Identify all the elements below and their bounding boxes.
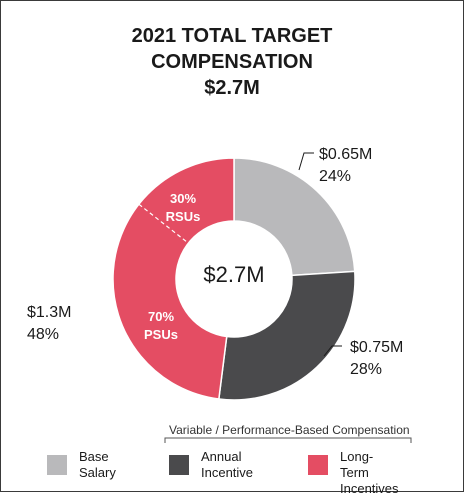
variable-comp-bracket: [164, 437, 412, 443]
leader-line-annual-incentive: [323, 345, 342, 357]
chart-title-line-1: 2021 TOTAL TARGET: [131, 25, 333, 47]
legend-label-base-salary-line-1: Base: [79, 449, 109, 464]
donut-slices: [112, 157, 356, 401]
psu-label: PSUs: [144, 327, 178, 342]
legend-label-base-salary: Base Salary: [79, 449, 116, 481]
legend-label-long-term-incentives: Long-Term Incentives: [340, 449, 399, 497]
base-salary-value-label: $0.65M: [319, 146, 372, 163]
variable-comp-bracket-label: Variable / Performance-Based Compensatio…: [169, 423, 410, 437]
lti-percent-label: 48%: [27, 326, 59, 343]
legend-label-long-term-incentives-line-2: Incentives: [340, 481, 399, 496]
rsu-label: RSUs: [166, 209, 201, 224]
legend-label-base-salary-line-2: Salary: [79, 465, 116, 480]
legend-swatch-base-salary: [47, 455, 67, 475]
annual-incentive-percent-label: 28%: [350, 361, 382, 378]
legend-swatch-annual-incentive: [169, 455, 189, 475]
chart-title: 2021 TOTAL TARGET COMPENSATION $2.7M: [1, 23, 463, 101]
slice-long-term-incentives: [112, 157, 235, 400]
rsu-percent-label: 30%: [170, 191, 196, 206]
lti-split-divider: [138, 203, 189, 244]
legend-label-annual-incentive-line-2: Incentive: [201, 465, 254, 480]
slice-annual-incentive: [217, 270, 356, 401]
psu-percent-label: 70%: [148, 309, 174, 324]
base-salary-percent-label: 24%: [319, 168, 351, 185]
lti-value-label: $1.3M: [27, 304, 71, 321]
slice-base-salary: [233, 157, 356, 277]
leader-line-base-salary: [298, 152, 314, 171]
legend-swatch-long-term-incentives: [308, 455, 328, 475]
annual-incentive-value-label: $0.75M: [350, 339, 403, 356]
chart-title-line-2: COMPENSATION: [151, 51, 313, 73]
legend-label-annual-incentive-line-1: Annual: [201, 449, 242, 464]
chart-title-line-3: $2.7M: [204, 77, 260, 99]
donut-center-label: $2.7M: [203, 262, 264, 287]
legend-label-annual-incentive: Annual Incentive: [201, 449, 253, 481]
legend-label-long-term-incentives-line-1: Long-Term: [340, 449, 374, 480]
